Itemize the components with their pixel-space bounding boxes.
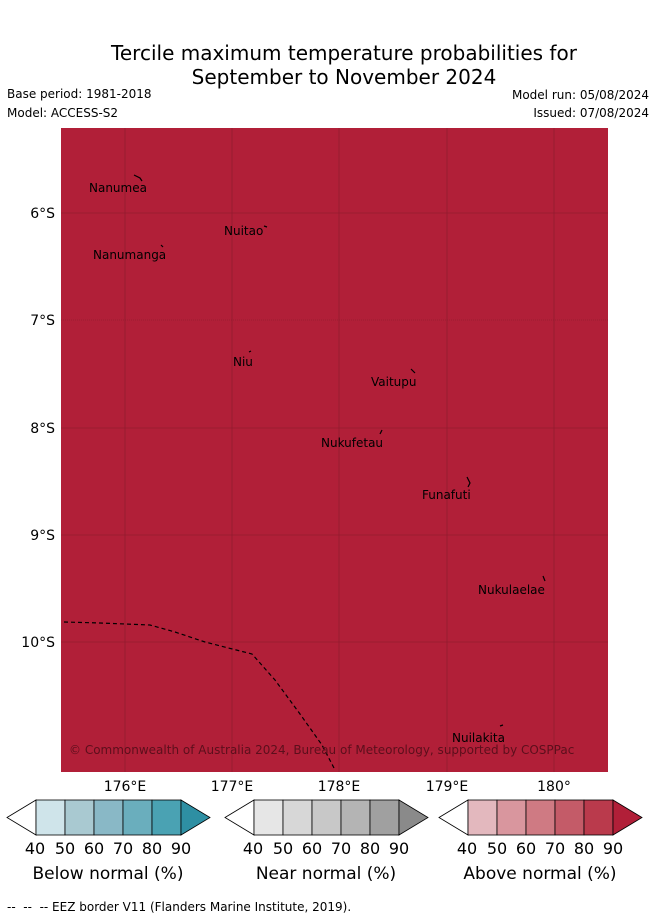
colorbar-title-below: Below normal (%) bbox=[32, 864, 184, 884]
copyright-notice: © Commonwealth of Australia 2024, Bureau… bbox=[69, 743, 574, 757]
eez-footnote: -- -- -- EEZ border V11 (Flanders Marine… bbox=[7, 900, 352, 914]
island-shape-nanumanga bbox=[160, 244, 164, 248]
colorbar-below-segment-70 bbox=[122, 799, 153, 836]
lon-label-176e: 176°E bbox=[104, 779, 147, 795]
colorbar-near-segment-80 bbox=[369, 799, 400, 836]
island-label-nukulaelae: Nukulaelae bbox=[478, 583, 545, 597]
colorbar-near-segment-40 bbox=[253, 799, 284, 836]
colorbar-above-low-extend bbox=[438, 799, 469, 836]
colorbar-above-tick-50: 50 bbox=[487, 839, 507, 858]
island-shape-nukufetau bbox=[379, 429, 383, 435]
lat-label-10s: 10°S bbox=[21, 635, 55, 651]
lon-label-178e: 178°E bbox=[318, 779, 361, 795]
island-shape-nuilakita bbox=[499, 724, 504, 727]
island-label-funafuti: Funafuti bbox=[422, 488, 471, 502]
colorbar-above-segment-70 bbox=[554, 799, 585, 836]
lat-label-6s: 6°S bbox=[30, 206, 55, 222]
gridlines bbox=[61, 128, 608, 772]
island-shape-vaitupu bbox=[410, 368, 416, 374]
colorbar-above-segment-50 bbox=[496, 799, 527, 836]
colorbar-near-segment-70 bbox=[340, 799, 371, 836]
island-label-nuitao: Nuitao bbox=[224, 224, 263, 238]
colorbar-below-high-extend bbox=[180, 799, 211, 836]
lon-label-177e: 177°E bbox=[211, 779, 254, 795]
chart-title: Tercile maximum temperature probabilitie… bbox=[0, 41, 655, 89]
lat-label-8s: 8°S bbox=[30, 421, 55, 437]
island-label-nanumanga: Nanumanga bbox=[93, 248, 166, 262]
colorbar-below-segment-40 bbox=[35, 799, 66, 836]
colorbar-below-segment-50 bbox=[64, 799, 95, 836]
island-shape-funafuti bbox=[466, 476, 471, 488]
colorbar-near-tick-90: 90 bbox=[389, 839, 409, 858]
title-line-2: September to November 2024 bbox=[191, 65, 497, 89]
island-shape-nanumea bbox=[133, 174, 143, 182]
island-label-vaitupu: Vaitupu bbox=[371, 375, 417, 389]
colorbar-below-tick-80: 80 bbox=[142, 839, 162, 858]
colorbar-below-tick-60: 60 bbox=[84, 839, 104, 858]
colorbar-above-tick-60: 60 bbox=[516, 839, 536, 858]
colorbar-below-tick-90: 90 bbox=[171, 839, 191, 858]
colorbar-above-segment-80 bbox=[583, 799, 614, 836]
colorbar-above-segment-40 bbox=[467, 799, 498, 836]
colorbar-below-tick-40: 40 bbox=[25, 839, 45, 858]
colorbar-above-tick-70: 70 bbox=[545, 839, 565, 858]
colorbars: 40 50 60 70 80 90 40 50 60 70 80 90 40 50 60 70 80 90 bbox=[6, 799, 643, 858]
eez-border bbox=[63, 621, 335, 769]
colorbar-above-segment-60 bbox=[525, 799, 556, 836]
colorbar-below-segment-80 bbox=[151, 799, 182, 836]
colorbar-above-tick-40: 40 bbox=[457, 839, 477, 858]
model-name: Model: ACCESS-S2 bbox=[7, 106, 119, 120]
lat-label-9s: 9°S bbox=[30, 528, 55, 544]
island-label-nanumea: Nanumea bbox=[89, 181, 147, 195]
colorbar-below-low-extend bbox=[6, 799, 37, 836]
colorbar-title-above: Above normal (%) bbox=[463, 864, 617, 884]
colorbar-below-tick-70: 70 bbox=[113, 839, 133, 858]
colorbar-near-tick-40: 40 bbox=[243, 839, 263, 858]
colorbar-above-high-extend bbox=[612, 799, 643, 836]
base-period: Base period: 1981-2018 bbox=[7, 87, 152, 101]
issued-date: Issued: 07/08/2024 bbox=[533, 106, 649, 120]
colorbar-near-low-extend bbox=[224, 799, 255, 836]
island-shapes bbox=[133, 174, 546, 727]
island-label-niu: Niu bbox=[233, 355, 253, 369]
island-label-nukufetau: Nukufetau bbox=[321, 436, 383, 450]
colorbar-below-segment-60 bbox=[93, 799, 124, 836]
island-shape-nukulaelae bbox=[542, 575, 546, 582]
colorbar-near-segment-50 bbox=[282, 799, 313, 836]
lon-label-180: 180° bbox=[537, 779, 571, 795]
title-line-1: Tercile maximum temperature probabilitie… bbox=[111, 41, 577, 65]
lon-label-179e: 179°E bbox=[426, 779, 469, 795]
colorbar-near-tick-50: 50 bbox=[273, 839, 293, 858]
colorbar-near-tick-80: 80 bbox=[360, 839, 380, 858]
colorbar-above-tick-90: 90 bbox=[603, 839, 623, 858]
colorbar-below-tick-50: 50 bbox=[55, 839, 75, 858]
colorbar-title-near: Near normal (%) bbox=[255, 864, 397, 884]
island-shape-niu bbox=[248, 350, 252, 353]
colorbar-near-tick-70: 70 bbox=[331, 839, 351, 858]
map-background bbox=[61, 128, 608, 772]
colorbar-near-high-extend bbox=[398, 799, 429, 836]
colorbar-near-segment-60 bbox=[311, 799, 342, 836]
island-label-nuilakita: Nuilakita bbox=[452, 731, 505, 745]
colorbar-above-tick-80: 80 bbox=[574, 839, 594, 858]
island-shape-nuitao bbox=[263, 225, 268, 228]
model-run: Model run: 05/08/2024 bbox=[511, 88, 649, 102]
colorbar-near-tick-60: 60 bbox=[302, 839, 322, 858]
lat-label-7s: 7°S bbox=[30, 313, 55, 329]
